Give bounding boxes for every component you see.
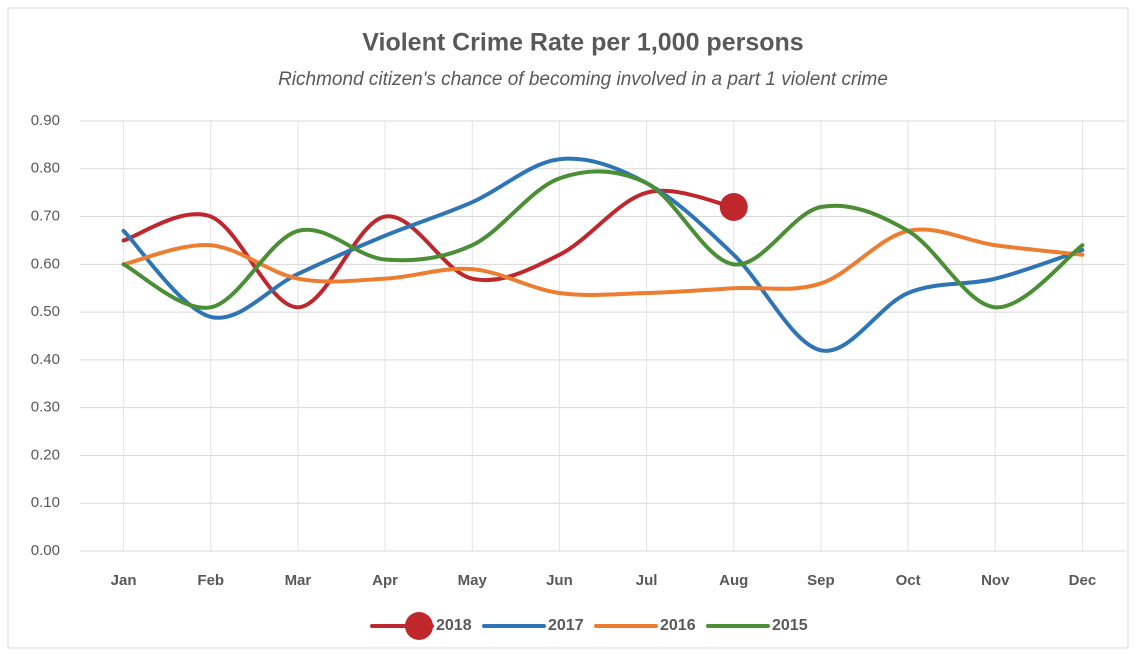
y-tick-label: 0.80 bbox=[31, 160, 60, 177]
chart-border bbox=[7, 7, 1129, 649]
x-tick-label: Nov bbox=[981, 572, 1010, 589]
y-tick-label: 0.40 bbox=[31, 351, 60, 368]
y-tick-label: 0.30 bbox=[31, 399, 60, 416]
x-tick-label: Aug bbox=[719, 572, 748, 589]
series-line bbox=[121, 156, 1085, 353]
series-line bbox=[121, 227, 1085, 297]
x-tick-label: Jul bbox=[636, 572, 658, 589]
legend-label: 2018 bbox=[436, 617, 472, 634]
chart-subtitle: Richmond citizen's chance of becoming in… bbox=[278, 69, 888, 90]
legend-label: 2017 bbox=[548, 617, 584, 634]
x-tick-label: Mar bbox=[285, 572, 312, 589]
y-tick-label: 0.70 bbox=[31, 208, 60, 225]
x-tick-label: Oct bbox=[896, 572, 921, 589]
x-tick-label: Sep bbox=[807, 572, 835, 589]
x-tick-label: Apr bbox=[372, 572, 398, 589]
y-tick-label: 0.90 bbox=[31, 112, 60, 129]
chart-title: Violent Crime Rate per 1,000 persons bbox=[362, 29, 803, 57]
x-tick-label: Dec bbox=[1069, 572, 1097, 589]
end-marker bbox=[719, 193, 748, 221]
y-tick-label: 0.60 bbox=[31, 255, 60, 272]
x-tick-label: May bbox=[458, 572, 488, 589]
y-tick-label: 0.00 bbox=[31, 542, 60, 559]
x-tick-label: Jun bbox=[546, 572, 573, 589]
x-tick-label: Feb bbox=[197, 572, 224, 589]
legend-label: 2016 bbox=[660, 617, 696, 634]
series-line bbox=[121, 169, 1085, 310]
y-tick-label: 0.10 bbox=[31, 494, 60, 511]
x-tick-label: Jan bbox=[111, 572, 137, 589]
y-tick-label: 0.50 bbox=[31, 303, 60, 320]
legend-label: 2015 bbox=[772, 617, 808, 634]
y-tick-label: 0.20 bbox=[31, 446, 60, 463]
legend-marker bbox=[405, 612, 433, 640]
